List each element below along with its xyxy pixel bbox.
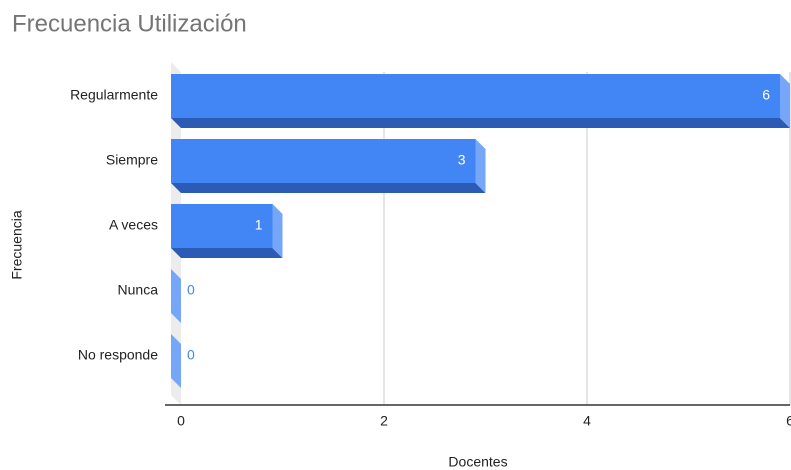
bar xyxy=(171,139,476,183)
y-tick-label: Siempre xyxy=(106,152,158,168)
bar xyxy=(171,204,273,248)
value-label: 0 xyxy=(187,282,195,298)
y-tick-label: A veces xyxy=(109,217,158,233)
bar-side xyxy=(780,74,790,128)
bar-side xyxy=(171,269,181,323)
bar xyxy=(171,74,780,118)
bar-side xyxy=(272,204,283,258)
y-tick-label: Nunca xyxy=(118,282,159,298)
bar-bottom xyxy=(171,183,486,193)
bar-bottom xyxy=(171,118,790,128)
x-tick-label: 2 xyxy=(380,413,388,429)
value-label: 6 xyxy=(762,87,770,103)
bar-side xyxy=(171,334,181,388)
value-label: 0 xyxy=(187,347,195,363)
x-tick-label: 0 xyxy=(177,413,185,429)
bar-side xyxy=(475,139,486,193)
x-axis-title: Docentes xyxy=(448,454,507,470)
value-label: 1 xyxy=(255,217,263,233)
x-tick-label: 6 xyxy=(786,413,791,429)
bar-bottom xyxy=(171,248,283,258)
y-tick-label: Regularmente xyxy=(70,87,158,103)
y-tick-label: No responde xyxy=(78,347,158,363)
y-axis-title: Frecuencia xyxy=(9,210,25,279)
x-tick-label: 4 xyxy=(583,413,591,429)
chart-title: Frecuencia Utilización xyxy=(12,10,247,37)
value-label: 3 xyxy=(458,152,466,168)
